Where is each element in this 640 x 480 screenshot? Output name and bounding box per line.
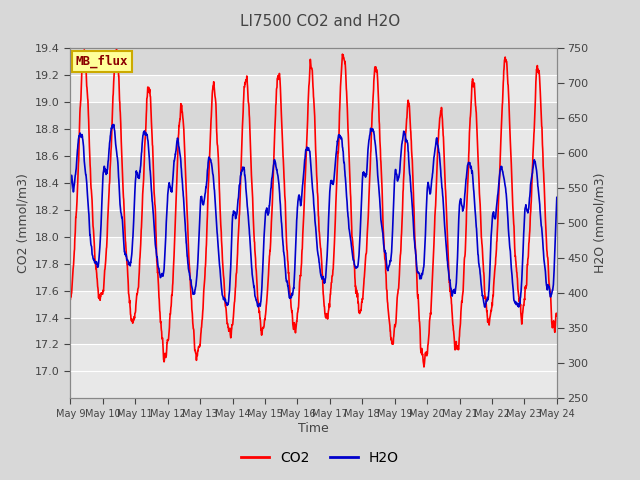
- CO2: [92, 258, 99, 264]
- CO2: [540, 163, 547, 169]
- Bar: [70, 290, 557, 318]
- Line: H2O: H2O: [70, 124, 557, 307]
- H2O: [553, 194, 561, 200]
- Bar: [70, 345, 557, 372]
- Bar: [70, 318, 557, 345]
- Y-axis label: CO2 (mmol/m3): CO2 (mmol/m3): [17, 173, 29, 273]
- CO2: [113, 47, 120, 52]
- CO2: [291, 320, 298, 325]
- H2O: [481, 304, 489, 310]
- Bar: [70, 264, 557, 290]
- Line: CO2: CO2: [70, 49, 557, 367]
- CO2: [553, 312, 561, 318]
- Y-axis label: H2O (mmol/m3): H2O (mmol/m3): [594, 173, 607, 274]
- Text: LI7500 CO2 and H2O: LI7500 CO2 and H2O: [240, 14, 400, 29]
- Bar: [70, 75, 557, 102]
- H2O: [303, 144, 311, 150]
- H2O: [450, 288, 458, 293]
- H2O: [291, 276, 298, 281]
- H2O: [67, 186, 74, 192]
- Bar: [70, 183, 557, 210]
- H2O: [110, 121, 118, 127]
- Bar: [70, 210, 557, 237]
- X-axis label: Time: Time: [298, 421, 329, 434]
- Bar: [70, 102, 557, 129]
- Text: MB_flux: MB_flux: [76, 55, 128, 68]
- Bar: [70, 129, 557, 156]
- CO2: [450, 331, 458, 336]
- H2O: [92, 260, 99, 265]
- H2O: [540, 246, 547, 252]
- Bar: [70, 237, 557, 264]
- CO2: [303, 129, 311, 135]
- Bar: [70, 48, 557, 75]
- CO2: [67, 296, 74, 302]
- Bar: [70, 156, 557, 183]
- H2O: [539, 242, 547, 248]
- Legend: CO2, H2O: CO2, H2O: [236, 445, 404, 471]
- CO2: [420, 364, 428, 370]
- CO2: [539, 152, 547, 157]
